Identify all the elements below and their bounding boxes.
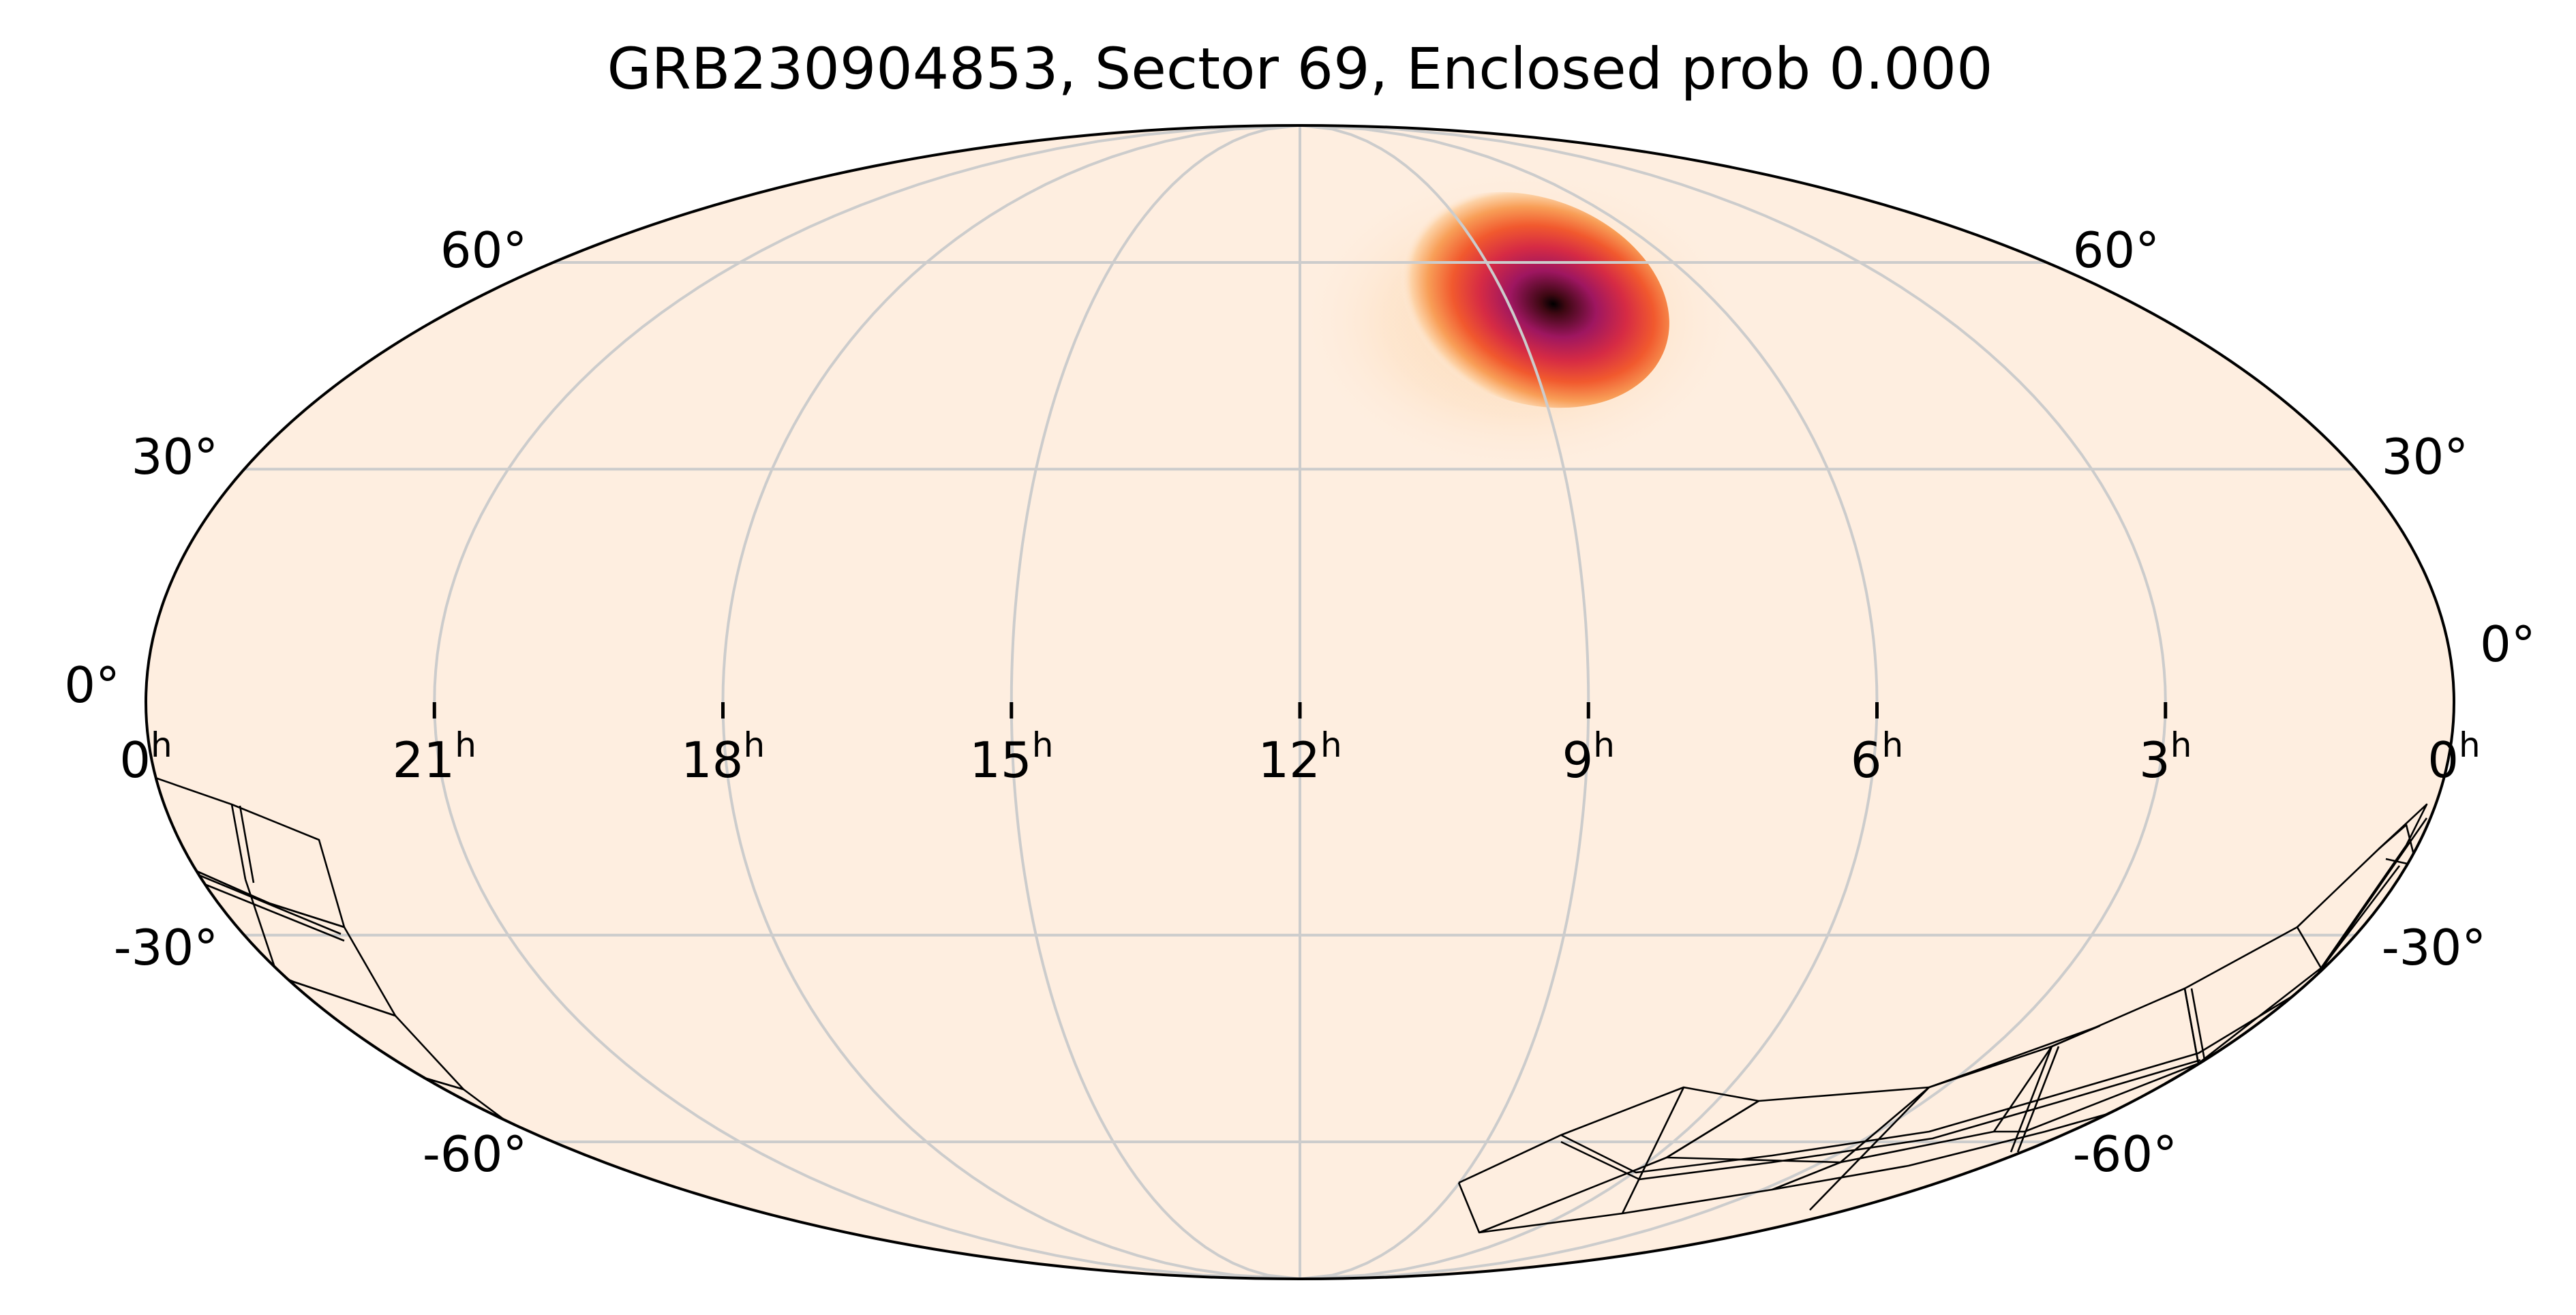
dec-tick-label-left: 0° xyxy=(64,656,120,714)
dec-tick-label-right: 60° xyxy=(2073,222,2160,279)
ccd-gap xyxy=(1809,1087,1930,1211)
ccd-gap xyxy=(1772,1161,1841,1191)
ccd-gap xyxy=(2183,988,2200,1064)
ra-tick-label: 0h xyxy=(119,725,172,789)
ra-hour-unit: h xyxy=(2170,725,2192,765)
tess-sector-footprint xyxy=(153,776,2428,1234)
map-title: GRB230904853, Sector 69, Enclosed prob 0… xyxy=(607,35,1992,102)
ra-hour-unit: h xyxy=(151,725,172,765)
ra-hour-unit: h xyxy=(1593,725,1615,765)
ccd-gap xyxy=(197,873,342,935)
ccd-gap xyxy=(2010,1046,2053,1153)
ra-tick-label: 9h xyxy=(1562,725,1615,789)
dec-tick-label-left: 60° xyxy=(440,222,528,279)
ra-hour-unit: h xyxy=(2459,725,2481,765)
ra-tick-label: 18h xyxy=(681,725,765,789)
dec-tick-label-left: 30° xyxy=(132,428,219,485)
dec-tick-label-left: -30° xyxy=(114,919,219,976)
ra-hour-unit: h xyxy=(1882,725,1904,765)
ccd-gap xyxy=(1666,1100,1759,1159)
dec-tick-label-right: 30° xyxy=(2382,428,2469,485)
ra-tick-label: 3h xyxy=(2139,725,2192,789)
probability-map xyxy=(1295,164,1745,477)
ccd-tile xyxy=(1560,1059,2201,1181)
dec-tick-label-left: -60° xyxy=(423,1125,528,1183)
ra-tick-marks xyxy=(432,702,2168,719)
dec-axis-labels: 60° 30° 0° -30° -60° 60° 30° 0° -30° -60° xyxy=(64,222,2536,1183)
map-border xyxy=(145,124,2455,1280)
ccd-gap xyxy=(200,881,345,942)
ccd-gap xyxy=(239,805,255,883)
ccd-gap xyxy=(230,804,247,880)
ccd-gap xyxy=(2016,1046,2060,1153)
ccd-tile xyxy=(1840,1045,2053,1164)
ra-hour-unit: h xyxy=(1032,725,1054,765)
ra-hour-unit: h xyxy=(455,725,476,765)
ra-hour-unit: h xyxy=(743,725,765,765)
ccd-gap xyxy=(2190,988,2207,1064)
ccd-gap xyxy=(1621,1087,1685,1214)
ra-tick-label: 0h xyxy=(2427,725,2481,789)
dec-tick-label-right: -30° xyxy=(2382,919,2487,976)
ccd-tile xyxy=(2297,803,2428,969)
dec-tick-label-right: 0° xyxy=(2480,616,2536,673)
probability-peak xyxy=(1391,192,1669,408)
dec-tick-label-right: -60° xyxy=(2073,1125,2178,1183)
ccd-tile xyxy=(1666,1086,1930,1164)
ra-hour-unit: h xyxy=(1320,725,1342,765)
ccd-tile xyxy=(2378,823,2418,867)
ccd-gap xyxy=(244,879,277,972)
